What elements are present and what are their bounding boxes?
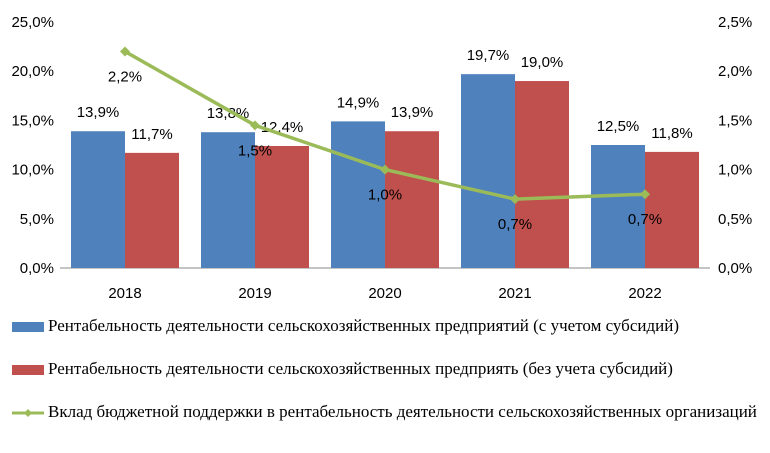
bar-data-label: 19,7% — [467, 47, 510, 64]
legend-swatch-red — [12, 365, 44, 375]
x-tick-label: 2018 — [108, 285, 141, 302]
bar-data-label: 11,7% — [131, 126, 172, 143]
y-left-tick-label: 0,0% — [20, 260, 54, 277]
bar — [331, 121, 385, 268]
line-point-marker — [640, 189, 650, 200]
legend-swatch-blue — [12, 322, 44, 332]
line-data-label: 1,5% — [238, 142, 272, 159]
legend-label-line-budget-support: Вклад бюджетной поддержки в рентабельнос… — [48, 402, 757, 421]
bar-data-label: 14,9% — [337, 94, 380, 111]
bar — [515, 81, 569, 268]
line-data-label: 1,0% — [368, 187, 402, 204]
line-data-label: 2,2% — [108, 69, 142, 86]
legend-label-bar-with-subsidies: Рентабельность деятельности сельскохозяй… — [48, 316, 679, 335]
bar — [71, 131, 125, 268]
bar — [385, 131, 439, 268]
bar — [255, 145, 309, 268]
y-right-tick-label: 0,0% — [718, 260, 752, 277]
x-tick-label: 2021 — [498, 285, 531, 302]
y-left-tick-label: 20,0% — [11, 63, 54, 80]
bar — [591, 145, 645, 268]
line-point-marker — [510, 194, 520, 205]
line-data-label: 0,7% — [498, 216, 532, 233]
bar — [201, 132, 255, 268]
y-left-tick-label: 10,0% — [11, 162, 54, 179]
x-tick-label: 2022 — [628, 285, 661, 302]
x-tick-label: 2019 — [238, 285, 271, 302]
bar-data-label: 13,9% — [77, 104, 120, 121]
legend-line-marker — [12, 406, 44, 420]
line-point-marker — [120, 46, 130, 57]
line-data-label: 0,7% — [628, 211, 662, 228]
combo-chart: 0,0% 5,0% 10,0% 15,0% 20,0% 25,0% 0,0% 0,5% 1,0%… — [11, 14, 752, 302]
line-point-marker — [380, 164, 390, 175]
bar — [125, 152, 179, 268]
x-tick-label: 2020 — [368, 285, 401, 302]
line-point-marker — [250, 120, 260, 131]
y-right-tick-label: 1,0% — [718, 162, 752, 179]
bar-data-label: 12,5% — [597, 118, 640, 135]
y-right-tick-label: 0,5% — [718, 211, 752, 228]
bar-data-label: 13,9% — [391, 104, 434, 121]
bar — [461, 74, 515, 268]
bar-data-label: 19,0% — [521, 54, 564, 71]
y-left-tick-label: 15,0% — [11, 112, 54, 129]
bar — [645, 151, 699, 268]
y-right-tick-label: 2,5% — [718, 14, 752, 31]
y-left-tick-label: 25,0% — [11, 14, 54, 31]
bar-data-label: 11,8% — [651, 125, 692, 142]
y-left-tick-label: 5,0% — [20, 211, 54, 228]
y-right-tick-label: 2,0% — [718, 63, 752, 80]
legend-label-bar-without-subsidies: Рентабельность деятельности сельскохозяй… — [48, 359, 673, 378]
y-right-tick-label: 1,5% — [718, 112, 752, 129]
